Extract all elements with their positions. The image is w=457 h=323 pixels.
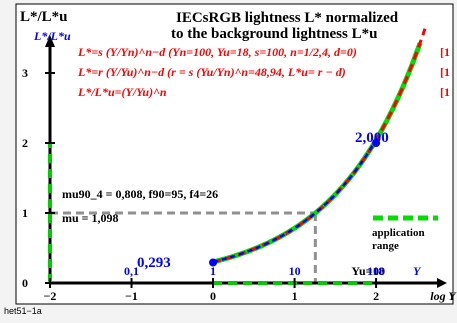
marker-group bbox=[209, 139, 381, 267]
chart-title-line1: IECsRGB lightness L* normalized bbox=[176, 10, 399, 26]
x-axis-arrow-icon bbox=[437, 278, 447, 288]
series-curve-blue bbox=[212, 133, 381, 264]
legend-label-line2: range bbox=[372, 240, 399, 252]
y-tick-label: 0 bbox=[22, 276, 28, 290]
y-tick-label: 2 bbox=[22, 136, 28, 150]
y-value-label: Yu=18 bbox=[351, 264, 384, 278]
x-tick-label: 0 bbox=[210, 289, 216, 303]
marker-point bbox=[372, 139, 381, 147]
equation-1-ref: [1 bbox=[440, 45, 450, 59]
marker-point bbox=[209, 258, 218, 267]
x-tick-label: 2 bbox=[373, 289, 379, 303]
annotation-mu: mu = 1,098 bbox=[62, 211, 119, 225]
y-axis-title: L*/L*u bbox=[20, 9, 68, 25]
annotation-mu90: mu90_4 = 0,808, f90=95, f4=26 bbox=[62, 187, 218, 201]
y-value-label: 10 bbox=[289, 264, 301, 278]
y-value-label: Y bbox=[413, 264, 422, 278]
equation-3: L*/L*u=(Y/Yu)^n bbox=[77, 85, 167, 99]
y-tick-label: 1 bbox=[22, 206, 28, 220]
y-axis-inner-title: L*/L*u bbox=[33, 29, 71, 43]
y-value-label: 1 bbox=[210, 264, 216, 278]
footer-label: het51−1a bbox=[4, 306, 42, 316]
x-tick-label: 1 bbox=[292, 289, 298, 303]
y-axis-arrow-icon bbox=[45, 35, 55, 47]
equation-1: L*=s (Y/Yn)^n−d (Yn=100, Yu=18, s=100, n… bbox=[77, 45, 357, 59]
equation-3-ref: [1 bbox=[440, 85, 450, 99]
y-tick-label: 3 bbox=[22, 66, 28, 80]
x-tick-label: −1 bbox=[125, 289, 138, 303]
x-axis-title: log Y bbox=[430, 289, 457, 303]
legend-label-line1: application bbox=[372, 227, 425, 239]
chart-title-line2: to the background lightness L*u bbox=[171, 26, 377, 42]
equation-2-ref: [1 bbox=[440, 65, 450, 79]
annotation-low-value: 0,293 bbox=[137, 255, 171, 271]
y-value-label: 100 bbox=[367, 264, 385, 278]
y-value-label: 0,1 bbox=[124, 264, 139, 278]
annotation-high-value: 2,000 bbox=[355, 130, 389, 146]
x-tick-label: −2 bbox=[44, 289, 57, 303]
equation-2: L*=r (Y/Yu)^n−d (r = s (Yu/Yn)^n=48,94, … bbox=[77, 65, 346, 79]
